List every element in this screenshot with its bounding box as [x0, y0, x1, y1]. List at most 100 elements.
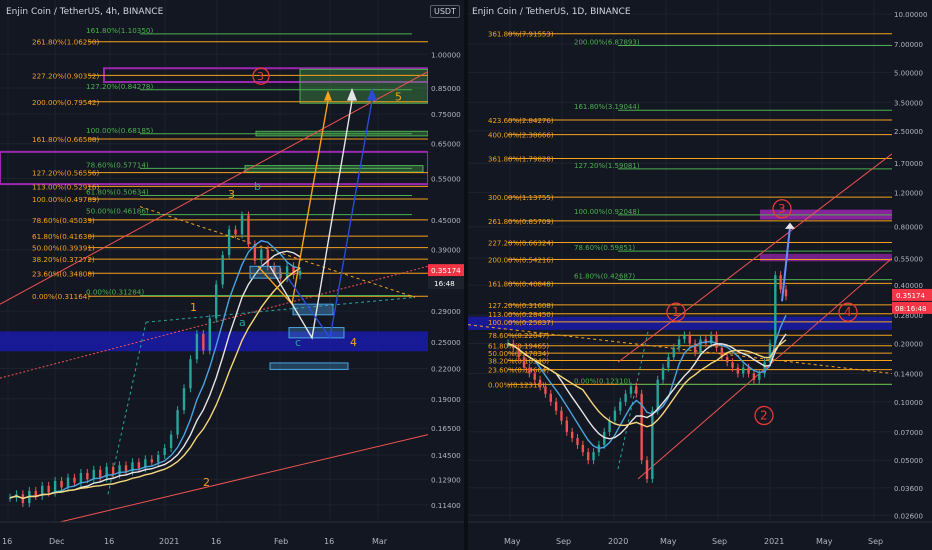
left-chart-title: Enjin Coin / TetherUS, 4h, BINANCE [6, 7, 164, 17]
left-candle [144, 459, 147, 469]
fib-green-label: 100.00%(0.68185) [86, 126, 154, 135]
fib-orange-label: 261.80%(1.06250) [32, 38, 100, 47]
right-candle [549, 393, 552, 402]
time-tick-label: May [504, 537, 521, 546]
price-tick-label: 0.80000 [894, 224, 923, 232]
right-candle [603, 431, 606, 445]
left-candle [118, 465, 121, 475]
right-candle [592, 452, 595, 461]
left-candle [195, 333, 199, 360]
left-candle [234, 229, 237, 235]
target-box-a [249, 265, 281, 279]
price-tick-label: 0.16500 [431, 424, 461, 433]
fib-orange-label: 38.20%(0.16340) [488, 357, 549, 365]
right-candle [747, 367, 750, 374]
fib-green-label: 127.20%(1.59081) [574, 162, 640, 170]
right-candle [779, 275, 782, 290]
wave-label-c: c [295, 336, 301, 349]
left-candle [131, 462, 134, 472]
left-candle [189, 359, 192, 389]
price-axis [892, 0, 932, 522]
price-tick-label: 0.65000 [431, 140, 461, 149]
right-candle [656, 379, 659, 411]
left-candle [215, 284, 218, 319]
time-tick-label: Feb [274, 537, 288, 546]
right-candle [688, 335, 691, 344]
price-tick-label: 2.50000 [894, 128, 923, 136]
target-box-c [288, 327, 345, 339]
fib-orange-label: 38.20%(0.37272) [32, 255, 95, 264]
right-candle [581, 444, 585, 453]
ma-white-line [9, 250, 301, 500]
price-tick-label: 0.14500 [431, 451, 461, 460]
time-axis [468, 522, 932, 550]
left-candle [60, 480, 63, 488]
fib-orange-label: 61.80%(0.41630) [32, 232, 95, 241]
right-chart[interactable]: 361.80%(7.91553) 423.60%(2.84276) 400.00%(… [468, 0, 932, 550]
fib-orange-label: 50.00%(0.39391) [32, 244, 95, 253]
price-tick-label: 0.40000 [894, 282, 923, 290]
time-tick-label: 2021 [764, 537, 784, 546]
wave-circle-2-label: 2 [760, 409, 768, 423]
right-candle [720, 347, 724, 358]
left-candle [273, 266, 276, 273]
left-candle [285, 266, 289, 279]
fib-orange-label: 200.00%(0.54216) [488, 256, 554, 264]
fib-orange-label: 161.80%(0.40848) [488, 280, 554, 288]
right-candle [715, 335, 718, 348]
wave-circle-1-label: 1 [672, 305, 680, 319]
fib-orange-label: 423.60%(2.84276) [488, 117, 554, 125]
price-tick-label: 5.00000 [894, 69, 923, 77]
price-tick-label: 0.75000 [431, 110, 461, 119]
price-tick-label: 10.00000 [894, 11, 927, 19]
fib-orange-label: 127.20%(0.31608) [488, 302, 554, 310]
right-candle [517, 347, 520, 358]
projection-blue [287, 100, 373, 340]
time-tick-label: May [816, 537, 833, 546]
time-tick-label: 2020 [608, 537, 628, 546]
left-chart-pane[interactable]: 261.80%(1.06250) 227.20%(0.90352) 200.00%(… [0, 0, 464, 550]
right-candle [635, 386, 638, 394]
fib-orange-label: 127.20%(0.56556) [32, 169, 100, 178]
time-axis [0, 522, 464, 550]
pane-divider[interactable] [464, 0, 468, 550]
fib-orange-label: 161.80%(0.66508) [32, 135, 100, 144]
wave-circle-2 [754, 405, 774, 426]
right-candle [560, 410, 563, 421]
fib-orange-label: 78.60%(0.22047) [488, 332, 549, 340]
time-tick-label: 16 [104, 537, 114, 546]
right-chart-pane[interactable]: 361.80%(7.91553) 423.60%(2.84276) 400.00%(… [468, 0, 932, 550]
left-candle [298, 270, 302, 276]
fib-orange-label: 361.80%(1.79828) [488, 156, 554, 164]
right-candle [565, 420, 569, 432]
right-candle [586, 452, 590, 461]
right-candle [533, 373, 536, 380]
right-candle [758, 373, 761, 380]
right-candle [613, 410, 617, 421]
price-tick-label: 1.70000 [894, 160, 923, 168]
price-tick-label: 0.28000 [894, 312, 923, 320]
fib-orange-label: 113.00%(0.52916) [32, 182, 100, 191]
left-candle [240, 215, 244, 235]
right-candle [544, 386, 547, 394]
price-tick-label: 0.11400 [431, 501, 461, 510]
currency-selector[interactable]: USDT [430, 5, 460, 18]
price-tick-label: 3.50000 [894, 99, 923, 107]
fib-orange-label: 227.20%(0.90352) [32, 71, 100, 80]
fib-orange-label: 227.20%(0.66324) [488, 240, 554, 248]
wave-circle-1 [666, 302, 686, 322]
right-candle [661, 367, 665, 380]
time-tick-label: Sep [556, 537, 571, 546]
fib-green-label: 0.00%(0.31284) [86, 287, 144, 296]
fib-green-label: 100.00%(0.92048) [574, 208, 640, 216]
right-candle [619, 401, 622, 411]
time-tick-label: Sep [868, 537, 883, 546]
price-tick-label: 7.00000 [894, 41, 923, 49]
price-tick-label: 0.12900 [431, 475, 461, 484]
blue-support-zone [0, 331, 464, 352]
wave-label-1: 1 [190, 301, 197, 314]
right-candle [667, 357, 670, 368]
right-candle [570, 431, 574, 439]
left-chart[interactable]: 261.80%(1.06250) 227.20%(0.90352) 200.00%(… [0, 0, 464, 550]
fib-orange-label: 0.00%(0.31164) [32, 292, 90, 301]
